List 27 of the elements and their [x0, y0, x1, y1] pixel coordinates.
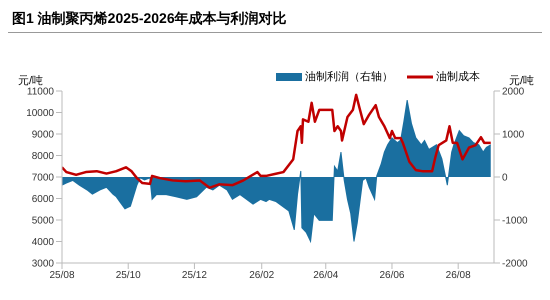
y-tick-label: 6000	[32, 194, 54, 206]
x-tick-label: 26/06	[379, 270, 405, 282]
y2-tick-label: 1000	[502, 130, 525, 141]
legend-label: 油制利润（右轴）	[304, 70, 393, 84]
y-tick-label: 9000	[32, 130, 54, 141]
x-tick-label: 26/04	[313, 270, 339, 282]
y-axis-title: 元/吨	[18, 74, 44, 88]
y-tick-label: 11000	[26, 86, 54, 98]
y2-tick-label: -2000	[502, 258, 528, 270]
y-tick-label: 5000	[32, 216, 54, 227]
y-tick-label: 10000	[26, 108, 54, 120]
y2-tick-label: 2000	[502, 86, 525, 98]
y2-axis-title: 元/吨	[508, 74, 534, 88]
x-tick-label: 26/02	[249, 270, 275, 282]
y-tick-label: 7000	[32, 172, 54, 184]
y2-tick-label: 0	[502, 172, 508, 184]
chart-title: 图1 油制聚丙烯2025-2026年成本与利润对比	[8, 8, 542, 33]
x-tick-label: 25/12	[182, 270, 208, 282]
legend-label: 油制成本	[435, 70, 480, 84]
x-tick-label: 25/08	[49, 270, 75, 282]
y-tick-label: 8000	[32, 151, 54, 162]
y-tick-label: 3000	[32, 258, 54, 270]
line-series	[62, 94, 492, 189]
y2-tick-label: -1000	[502, 216, 528, 227]
x-tick-label: 25/10	[116, 270, 142, 282]
x-tick-label: 26/08	[446, 270, 472, 282]
y-tick-label: 4000	[32, 237, 54, 248]
